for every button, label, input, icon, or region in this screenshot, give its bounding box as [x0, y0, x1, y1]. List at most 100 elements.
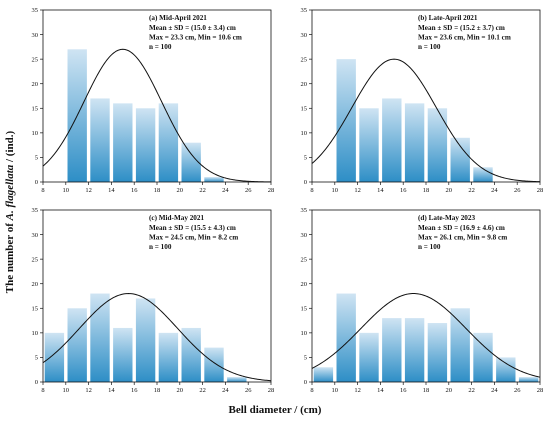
normal-fit-curve — [42, 48, 272, 183]
x-tick-label: 22 — [199, 387, 206, 394]
histogram-bar — [450, 308, 470, 382]
panel-title: (d) Late-May 2023 — [418, 214, 475, 222]
histogram-bar — [181, 142, 201, 182]
histogram-bar — [427, 323, 448, 382]
panel-stat-line: Max = 24.5 cm, Min = 8.2 cm — [149, 234, 238, 242]
y-tick-label: 25 — [301, 56, 308, 63]
histogram-bar — [404, 103, 425, 182]
y-tick-label: 15 — [301, 105, 308, 112]
histogram-bar — [359, 108, 379, 182]
histogram-bar — [135, 298, 156, 382]
x-tick-label: 12 — [85, 387, 92, 394]
x-axis-title: Bell diameter / (cm) — [229, 404, 322, 416]
histogram-bar — [382, 98, 402, 182]
y-axis-title: The number of A. flagellata / (ind.) — [4, 130, 16, 293]
histogram-bar — [473, 167, 493, 182]
panel-stat-line: n = 100 — [418, 43, 441, 51]
x-tick-label: 26 — [245, 187, 252, 194]
y-tick-label: 15 — [32, 305, 39, 312]
histogram-bar — [473, 332, 493, 382]
y-tick-label: 15 — [301, 305, 308, 312]
panel-stat-line: Mean ± SD = (15.0 ± 3.4) cm — [149, 24, 236, 32]
x-tick-label: 18 — [154, 387, 161, 394]
x-tick-label: 10 — [63, 187, 70, 194]
x-tick-label: 18 — [423, 387, 430, 394]
x-tick-label: 14 — [377, 387, 384, 394]
y-tick-label: 20 — [32, 81, 39, 88]
panels-group: 0 5 10 15 20 25 30 35 8 10 12 14 16 18 20 22 24 26 28 (a) M… — [32, 7, 544, 394]
x-tick-label: 18 — [154, 187, 161, 194]
x-tick-label: 16 — [131, 387, 138, 394]
x-tick-label: 12 — [85, 187, 92, 194]
panel-stat-line: n = 100 — [418, 243, 441, 251]
x-tick-label: 14 — [108, 187, 115, 194]
y-tick-label: 30 — [301, 32, 308, 39]
y-tick-label: 30 — [32, 232, 39, 239]
histogram-bar — [336, 59, 356, 183]
x-tick-label: 28 — [268, 387, 275, 394]
x-tick-label: 28 — [268, 187, 275, 194]
y-tick-label: 35 — [32, 7, 39, 14]
panel-stat-line: Mean ± SD = (16.9 ± 4.6) cm — [418, 224, 505, 232]
y-tick-label: 0 — [35, 179, 38, 186]
normal-fit-curve — [311, 293, 541, 378]
panel-title: (b) Late-April 2021 — [418, 14, 478, 22]
x-tick-label: 10 — [332, 187, 339, 194]
x-tick-label: 22 — [468, 387, 475, 394]
histogram-bar — [336, 293, 356, 382]
x-tick-label: 20 — [446, 387, 453, 394]
x-tick-label: 24 — [222, 187, 229, 194]
histogram-bar — [181, 327, 201, 382]
y-tick-label: 35 — [32, 207, 39, 214]
x-tick-label: 24 — [222, 387, 229, 394]
x-tick-label: 8 — [310, 387, 313, 394]
histogram-bar — [427, 108, 448, 182]
normal-fit-curve — [311, 58, 541, 183]
histogram-bar — [113, 103, 133, 182]
y-tick-label: 10 — [301, 130, 308, 137]
x-tick-label: 16 — [400, 387, 407, 394]
y-tick-label: 30 — [301, 232, 308, 239]
panel-stat-line: Mean ± SD = (15.5 ± 4.3) cm — [149, 224, 236, 232]
histogram-bar — [404, 318, 425, 382]
y-tick-label: 10 — [32, 330, 39, 337]
x-tick-label: 24 — [491, 387, 498, 394]
x-tick-label: 26 — [514, 387, 521, 394]
y-tick-label: 5 — [304, 355, 307, 362]
x-tick-label: 20 — [446, 187, 453, 194]
y-tick-label: 20 — [301, 81, 308, 88]
y-tick-label: 0 — [35, 379, 38, 386]
x-tick-label: 20 — [177, 187, 184, 194]
y-axis-title-prefix: The number of — [4, 220, 16, 293]
y-tick-label: 35 — [301, 207, 308, 214]
y-tick-label: 20 — [32, 281, 39, 288]
y-tick-label: 10 — [32, 130, 39, 137]
histogram-bar — [113, 327, 133, 382]
histogram-bar — [90, 98, 110, 182]
y-tick-label: 25 — [32, 256, 39, 263]
chart-panel: 0 5 10 15 20 25 30 35 8 10 12 14 16 18 20 22 24 26 28 (c) M… — [32, 207, 275, 394]
x-tick-label: 10 — [63, 387, 70, 394]
x-tick-label: 20 — [177, 387, 184, 394]
y-tick-label: 10 — [301, 330, 308, 337]
histogram-bar — [135, 108, 156, 182]
x-tick-label: 14 — [377, 187, 384, 194]
y-tick-label: 5 — [304, 155, 307, 162]
panel-stat-line: n = 100 — [149, 43, 172, 51]
panel-title: (c) Mid-May 2021 — [149, 214, 204, 222]
y-tick-label: 0 — [304, 379, 307, 386]
histogram-bar — [204, 177, 224, 182]
x-tick-label: 22 — [468, 187, 475, 194]
x-tick-label: 26 — [245, 387, 252, 394]
y-tick-label: 5 — [35, 355, 38, 362]
histogram-bar — [382, 318, 402, 382]
panel-stat-line: Max = 23.3 cm, Min = 10.6 cm — [149, 34, 242, 42]
panel-title: (a) Mid-April 2021 — [149, 14, 207, 22]
chart-panel: 0 5 10 15 20 25 30 35 8 10 12 14 16 18 20 22 24 26 28 (d) L… — [301, 207, 544, 394]
y-tick-label: 15 — [32, 105, 39, 112]
y-tick-label: 35 — [301, 7, 308, 14]
histogram-bar — [227, 377, 247, 382]
x-tick-label: 26 — [514, 187, 521, 194]
panel-stat-line: Max = 23.6 cm, Min = 10.1 cm — [418, 34, 511, 42]
